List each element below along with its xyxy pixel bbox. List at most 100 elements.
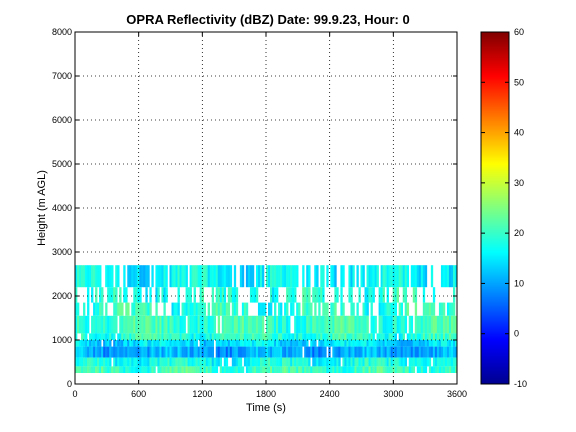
heatmap-cell (263, 333, 267, 340)
heatmap-cell (336, 357, 339, 367)
heatmap-cell (83, 333, 86, 340)
heatmap-cell (149, 346, 152, 358)
heatmap-cell (91, 340, 94, 347)
heatmap-cell (368, 346, 371, 358)
heatmap-cell (219, 346, 223, 358)
heatmap-cell (141, 340, 144, 347)
heatmap-cell (199, 340, 202, 347)
heatmap-cell (155, 357, 158, 367)
heatmap-cell (364, 366, 367, 373)
heatmap-cell (257, 333, 261, 340)
heatmap-cell (223, 340, 227, 347)
heatmap-cell (227, 366, 231, 373)
heatmap-cell (105, 302, 108, 316)
heatmap-cell (89, 357, 92, 367)
heatmap-cell (123, 315, 126, 334)
heatmap-cell (270, 302, 273, 316)
heatmap-cell (294, 357, 297, 367)
heatmap-cell (187, 340, 190, 347)
heatmap-cell (205, 265, 208, 288)
heatmap-cell (326, 302, 329, 316)
heatmap-cell (95, 333, 98, 340)
heatmap-cell (306, 340, 309, 347)
heatmap-cell (127, 346, 130, 358)
heatmap-cell (274, 357, 277, 367)
heatmap-cell (408, 366, 412, 373)
heatmap-cell (288, 357, 291, 367)
heatmap-cell (233, 333, 237, 340)
heatmap-cell (424, 302, 428, 316)
heatmap-cell (157, 346, 160, 358)
heatmap-cell (334, 333, 337, 340)
heatmap-cell (310, 333, 313, 340)
heatmap-cell (161, 346, 164, 358)
heatmap-cell (199, 357, 202, 367)
heatmap-cell (354, 333, 357, 340)
heatmap-cell (374, 357, 377, 367)
heatmap-cell (153, 357, 156, 367)
heatmap-cell (231, 302, 235, 316)
heatmap-cell (251, 366, 255, 373)
heatmap-cell (282, 340, 285, 347)
heatmap-cell (400, 366, 404, 373)
heatmap-cell (105, 265, 108, 288)
heatmap-cell (400, 340, 404, 347)
heatmap-cell (286, 333, 289, 340)
heatmap-cell (396, 346, 399, 358)
heatmap-cell (314, 315, 317, 334)
heatmap-cell (334, 265, 337, 288)
heatmap-cell (386, 340, 389, 347)
heatmap-cell (292, 302, 295, 316)
heatmap-cell (99, 357, 102, 367)
heatmap-cell (83, 366, 86, 373)
heatmap-cell (286, 340, 289, 347)
heatmap-cell (91, 346, 94, 358)
heatmap-cell (221, 315, 225, 334)
heatmap-cell (442, 357, 446, 367)
heatmap-cell (157, 340, 160, 347)
heatmap-cell (358, 340, 361, 347)
heatmap-cell (119, 357, 122, 367)
heatmap-cell (354, 346, 357, 358)
heatmap-cell (302, 357, 305, 367)
heatmap-cell (432, 357, 436, 367)
heatmap-cell (83, 265, 86, 288)
heatmap-cell (133, 357, 136, 367)
heatmap-cell (302, 302, 305, 316)
heatmap-cell (199, 265, 202, 288)
heatmap-cell (201, 357, 204, 367)
heatmap-cell (356, 357, 359, 367)
heatmap-cell (428, 366, 432, 373)
heatmap-cell (422, 366, 426, 373)
heatmap-cell (167, 315, 170, 334)
heatmap-cell (255, 287, 259, 303)
heatmap-cell (336, 340, 339, 347)
heatmap-cell (302, 315, 305, 334)
heatmap-cell (249, 346, 253, 358)
y-tick-label: 1000 (52, 335, 72, 345)
heatmap-cell (101, 346, 104, 358)
heatmap-cell (229, 265, 233, 288)
heatmap-cell (284, 265, 287, 288)
heatmap-cell (422, 340, 426, 347)
heatmap-cell (217, 357, 221, 367)
heatmap-cell (428, 333, 432, 340)
heatmap-cell (251, 357, 255, 367)
heatmap-cell (157, 357, 160, 367)
heatmap-cell (125, 302, 128, 316)
heatmap-cell (374, 346, 377, 358)
heatmap-cell (75, 333, 78, 340)
heatmap-cell (203, 333, 206, 340)
heatmap-cell (366, 366, 369, 373)
heatmap-cell (229, 340, 233, 347)
heatmap-cell (147, 366, 150, 373)
heatmap-cell (139, 315, 142, 334)
heatmap-cell (450, 346, 454, 358)
heatmap-cell (420, 265, 424, 288)
heatmap-cell (344, 366, 347, 373)
heatmap-cell (133, 333, 136, 340)
heatmap-cell (454, 265, 458, 288)
heatmap-cell (187, 302, 190, 316)
heatmap-cell (147, 333, 150, 340)
x-tick-label: 3600 (447, 389, 467, 399)
